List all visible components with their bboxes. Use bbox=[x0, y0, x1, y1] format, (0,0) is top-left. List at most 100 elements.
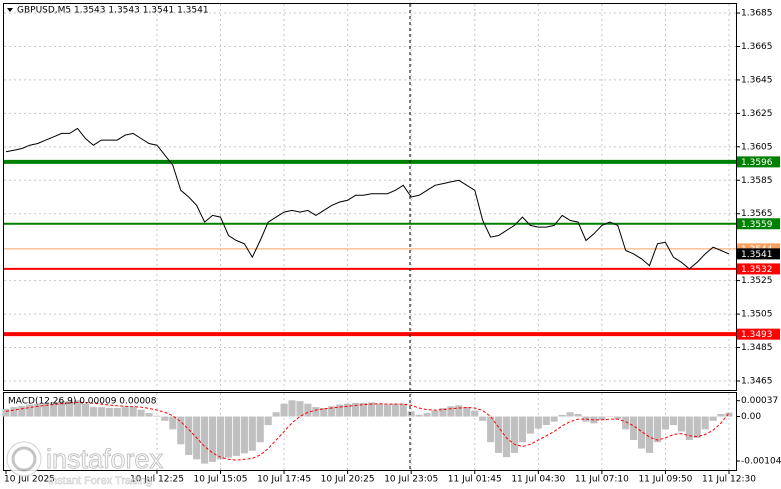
macd-bar bbox=[685, 416, 693, 441]
macd-bar bbox=[614, 416, 622, 420]
y-tick-label: 1.3665 bbox=[741, 42, 773, 52]
macd-signal bbox=[5, 401, 730, 461]
x-tick-label: 11 Jul 01:45 bbox=[448, 475, 502, 485]
macd-bar bbox=[320, 407, 328, 417]
plot-layer bbox=[2, 4, 736, 470]
macd-bar bbox=[65, 401, 74, 417]
macd-bar bbox=[693, 416, 701, 438]
macd-bar bbox=[542, 416, 550, 426]
macd-bar bbox=[208, 416, 217, 462]
x-tick-label: 10 Jul 23:05 bbox=[384, 475, 438, 485]
macd-bar bbox=[566, 412, 574, 417]
macd-bar bbox=[240, 416, 248, 454]
macd-bar bbox=[439, 407, 447, 417]
macd-bar bbox=[10, 407, 18, 417]
macd-bar bbox=[296, 401, 304, 417]
y-tick-label: 0.00037 bbox=[741, 396, 778, 406]
y-tick-label: 0.00 bbox=[741, 412, 761, 422]
macd-bar bbox=[455, 405, 463, 417]
macd-bar bbox=[42, 402, 50, 417]
macd-bar bbox=[463, 407, 471, 417]
macd-bar bbox=[137, 409, 145, 417]
macd-bar bbox=[487, 416, 495, 443]
macd-bar bbox=[701, 416, 709, 430]
macd-bar bbox=[383, 404, 391, 417]
macd-bar bbox=[304, 403, 312, 417]
macd-bar bbox=[582, 416, 590, 422]
macd-bar bbox=[328, 406, 336, 417]
macd-bar bbox=[201, 416, 209, 464]
macd-bar bbox=[248, 416, 256, 451]
y-tick-label: 1.3605 bbox=[741, 142, 773, 152]
macd-bar bbox=[121, 407, 129, 417]
macd-bar bbox=[344, 403, 352, 417]
x-tick-label: 10 Jul 20:25 bbox=[321, 475, 375, 485]
macd-bar bbox=[89, 407, 97, 417]
macd-bar bbox=[526, 416, 534, 434]
level-label: 1.3559 bbox=[741, 220, 773, 230]
level-label: 1.3493 bbox=[741, 330, 773, 340]
level-label: 1.3541 bbox=[741, 250, 773, 260]
macd-bar bbox=[73, 400, 82, 417]
macd-bar bbox=[447, 406, 455, 417]
chart-title: GBPUSD,M5 1.3543 1.3543 1.3541 1.3541 bbox=[17, 6, 209, 16]
macd-bar bbox=[502, 416, 511, 458]
macd-bar bbox=[423, 413, 431, 417]
y-tick-label: -0.00104 bbox=[741, 457, 781, 467]
macd-bar bbox=[479, 416, 487, 421]
macd-bar bbox=[558, 414, 566, 417]
symbol-icon bbox=[7, 8, 13, 12]
macd-bar bbox=[336, 404, 344, 417]
macd-bar bbox=[375, 403, 383, 417]
macd-bar bbox=[630, 416, 638, 441]
macd-bar bbox=[717, 413, 725, 417]
x-tick-label: 10 Jul 2025 bbox=[4, 475, 55, 485]
macd-bar bbox=[113, 407, 121, 417]
macd-bar bbox=[50, 401, 58, 417]
macd-bar bbox=[391, 403, 399, 417]
macd-bar bbox=[288, 400, 296, 417]
macd-bar bbox=[216, 416, 225, 460]
macd-bar bbox=[550, 416, 558, 422]
level-label: 1.3596 bbox=[741, 158, 773, 168]
macd-bar bbox=[367, 402, 376, 417]
macd-bar bbox=[399, 403, 407, 417]
macd-bar bbox=[26, 404, 34, 417]
macd-bar bbox=[709, 416, 717, 421]
macd-bar bbox=[407, 411, 415, 417]
macd-bar bbox=[622, 416, 630, 430]
macd-bar bbox=[105, 407, 113, 417]
macd-bar bbox=[534, 416, 542, 429]
x-tick-label: 10 Jul 12:25 bbox=[130, 475, 184, 485]
x-tick-label: 10 Jul 15:05 bbox=[194, 475, 248, 485]
macd-bar bbox=[669, 416, 677, 426]
macd-bar bbox=[2, 408, 10, 417]
level-label-box bbox=[737, 328, 780, 340]
macd-bar bbox=[495, 416, 503, 453]
macd-bar bbox=[34, 403, 42, 417]
macd-bar bbox=[169, 416, 177, 430]
macd-bar bbox=[280, 403, 288, 417]
macd-bar bbox=[606, 416, 614, 418]
macd-bar bbox=[598, 416, 606, 420]
macd-bar bbox=[185, 416, 193, 456]
macd-bar bbox=[161, 416, 169, 421]
price-panel-frame bbox=[3, 3, 737, 391]
macd-bar bbox=[145, 413, 153, 417]
level-label-box bbox=[737, 218, 780, 230]
macd-bar bbox=[129, 407, 137, 417]
y-tick-label: 1.3645 bbox=[741, 75, 773, 85]
macd-bar bbox=[359, 402, 368, 417]
y-tick-label: 1.3685 bbox=[741, 9, 773, 19]
macd-bar bbox=[18, 405, 26, 417]
y-tick-label: 1.3525 bbox=[741, 276, 773, 286]
level-label-box bbox=[737, 156, 780, 168]
macd-bar bbox=[725, 412, 733, 417]
y-tick-label: 1.3465 bbox=[741, 376, 773, 386]
y-tick-label: 1.3585 bbox=[741, 176, 773, 186]
watermark-name: instaforex bbox=[46, 444, 164, 474]
macd-bar bbox=[415, 414, 423, 417]
macd-bar bbox=[232, 416, 240, 456]
